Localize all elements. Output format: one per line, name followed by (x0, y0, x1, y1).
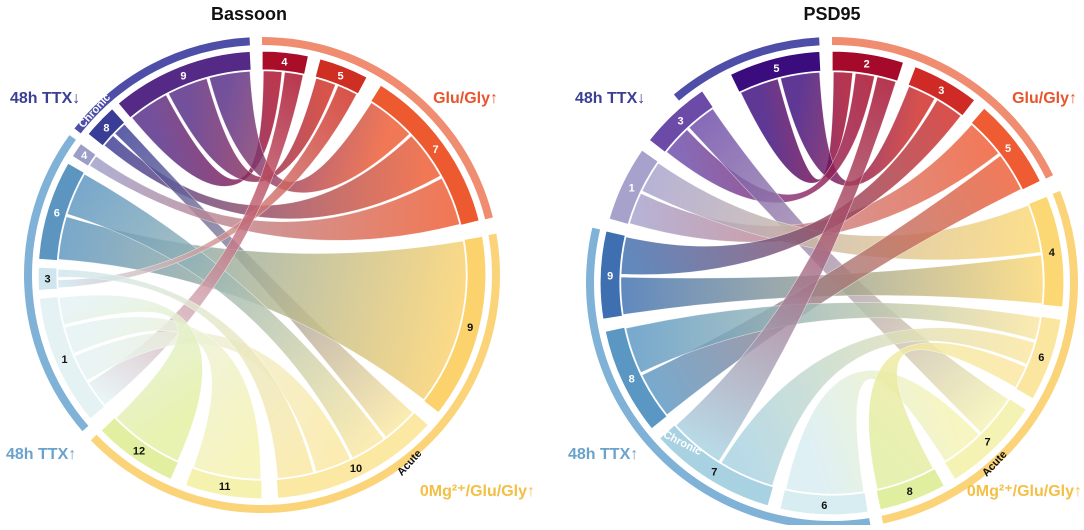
segment-label-p3: 3 (938, 85, 944, 97)
segment-label-b11: 11 (219, 481, 231, 493)
group-arc-1 (832, 37, 1054, 179)
segment-label-b4l: 4 (81, 150, 88, 162)
segment-b3 (37, 266, 59, 292)
chord-ribbon-b3-b10 (57, 268, 314, 479)
segment-label-p6: 6 (1038, 352, 1044, 364)
chart-title: PSD95 (803, 4, 860, 24)
chord-segments (599, 50, 1065, 516)
group-arc-3 (586, 227, 871, 529)
group-label-glu-gly: Glu/Gly↑ (433, 90, 498, 107)
chord-ribbon-p7l-p2 (675, 76, 897, 462)
segment-label-b3: 3 (44, 274, 50, 286)
segment-label-b8: 8 (103, 122, 109, 134)
chord-ribbon-b1-b12 (58, 294, 203, 462)
segment-label-p7l: 7 (711, 466, 717, 478)
segment-p4 (1027, 195, 1065, 308)
chord-ribbon-p8l-p6 (625, 302, 1041, 373)
segment-b9 (117, 50, 252, 119)
segment-label-b6: 6 (54, 207, 60, 219)
group-label-ttx-up: 48h TTX↑ (6, 446, 76, 463)
group-label-ttx-up: 48h TTX↑ (568, 446, 638, 463)
segment-label-b12: 12 (133, 446, 145, 458)
segment-b10 (275, 411, 430, 500)
group-arc-1 (262, 37, 493, 220)
chord-ribbon-b9-b5 (168, 77, 336, 183)
chart-title: Bassoon (211, 4, 287, 24)
chord-ribbon-p5t-p3 (780, 72, 936, 187)
segment-b4l (71, 142, 97, 168)
group-label-0mg: 0Mg²⁺/Glu/Gly↑ (967, 483, 1082, 500)
segment-b12 (100, 416, 180, 481)
segment-b11 (184, 466, 263, 500)
group-arc-3 (23, 135, 89, 432)
segment-label-b9: 9 (180, 70, 186, 82)
segment-p8b (875, 467, 946, 511)
segment-label-p6b: 6 (821, 500, 827, 512)
segment-b9r (422, 235, 487, 414)
segment-b1 (38, 295, 106, 420)
chord-ribbon-p5t-p2 (740, 71, 853, 184)
chord-ribbon-p7l-p6 (721, 327, 1035, 486)
chord-ribbon-p8b-p6 (868, 342, 1027, 490)
segment-label-b7: 7 (432, 144, 438, 156)
segment-b5 (314, 57, 368, 95)
segment-p1 (608, 149, 660, 226)
chord-ribbon-b9-b7 (209, 71, 410, 194)
segment-p6 (1014, 315, 1062, 400)
segment-b7 (369, 84, 481, 227)
segment-label-p7r: 7 (985, 436, 991, 448)
chord-ribbon-p9-p3 (620, 99, 962, 275)
segment-p3t (648, 89, 715, 154)
group-arcs (586, 37, 1078, 529)
segment-label-p1: 1 (629, 182, 635, 194)
segment-label-p2: 2 (864, 59, 870, 71)
segment-label-b1: 1 (61, 354, 67, 366)
segment-label-p8b: 8 (907, 486, 913, 498)
group-label-ttx-down: 48h TTX↓ (10, 90, 80, 107)
segment-p7l (658, 424, 775, 507)
segment-label-p5t: 5 (773, 63, 779, 75)
segment-label-p4: 4 (1049, 247, 1056, 259)
chord-ribbon-b6-b10 (66, 173, 385, 459)
chord-ribbon-b9-b4t (131, 70, 283, 187)
segment-p6b (779, 488, 869, 516)
group-label-ttx-down: 48h TTX↓ (575, 90, 645, 107)
sublabel-chronic-bottom: Chronic (16, 348, 39, 391)
segment-label-b10: 10 (350, 463, 362, 475)
segment-p7r (943, 397, 1028, 481)
segment-label-p5r: 5 (1005, 143, 1011, 155)
segment-label-b9r: 9 (467, 322, 473, 334)
segment-p2 (831, 50, 905, 83)
segment-p9 (599, 230, 627, 320)
segment-b8 (87, 107, 126, 147)
chord-ribbon-p3t-p7r (688, 108, 1009, 433)
group-arc-0 (673, 37, 820, 101)
segment-p5r (970, 107, 1042, 191)
segment-label-p3t: 3 (678, 116, 684, 128)
chord-ribbons (620, 71, 1044, 495)
segment-p5t (729, 50, 822, 94)
segment-b4t (261, 50, 310, 76)
segment-label-p9: 9 (607, 270, 613, 282)
segment-label-b5: 5 (338, 70, 344, 82)
segment-b6 (37, 162, 86, 262)
chord-ribbon-p1-p4 (641, 162, 1042, 261)
chord-ribbons (57, 70, 467, 480)
segment-label-p8l: 8 (629, 374, 635, 386)
segment-label-b4t: 4 (281, 57, 288, 69)
segment-labels: 5 2 3 5 4 6 7 8 6 7 8 9 1 3 (607, 59, 1056, 512)
group-label-0mg: 0Mg²⁺/Glu/Gly↑ (420, 483, 535, 500)
segment-p8l (604, 326, 669, 430)
group-arcs (23, 37, 501, 514)
chord-ribbon-p6b-p7r (785, 369, 980, 495)
segment-p3 (907, 65, 976, 117)
chord-segments (37, 50, 487, 500)
chord-panel-psd95: PSD95 5 2 3 5 4 6 7 8 6 7 8 9 1 3 48h TTX↓ Glu/Gly↑ 0… (568, 4, 1082, 529)
group-label-glu-gly: Glu/Gly↑ (1012, 90, 1077, 107)
